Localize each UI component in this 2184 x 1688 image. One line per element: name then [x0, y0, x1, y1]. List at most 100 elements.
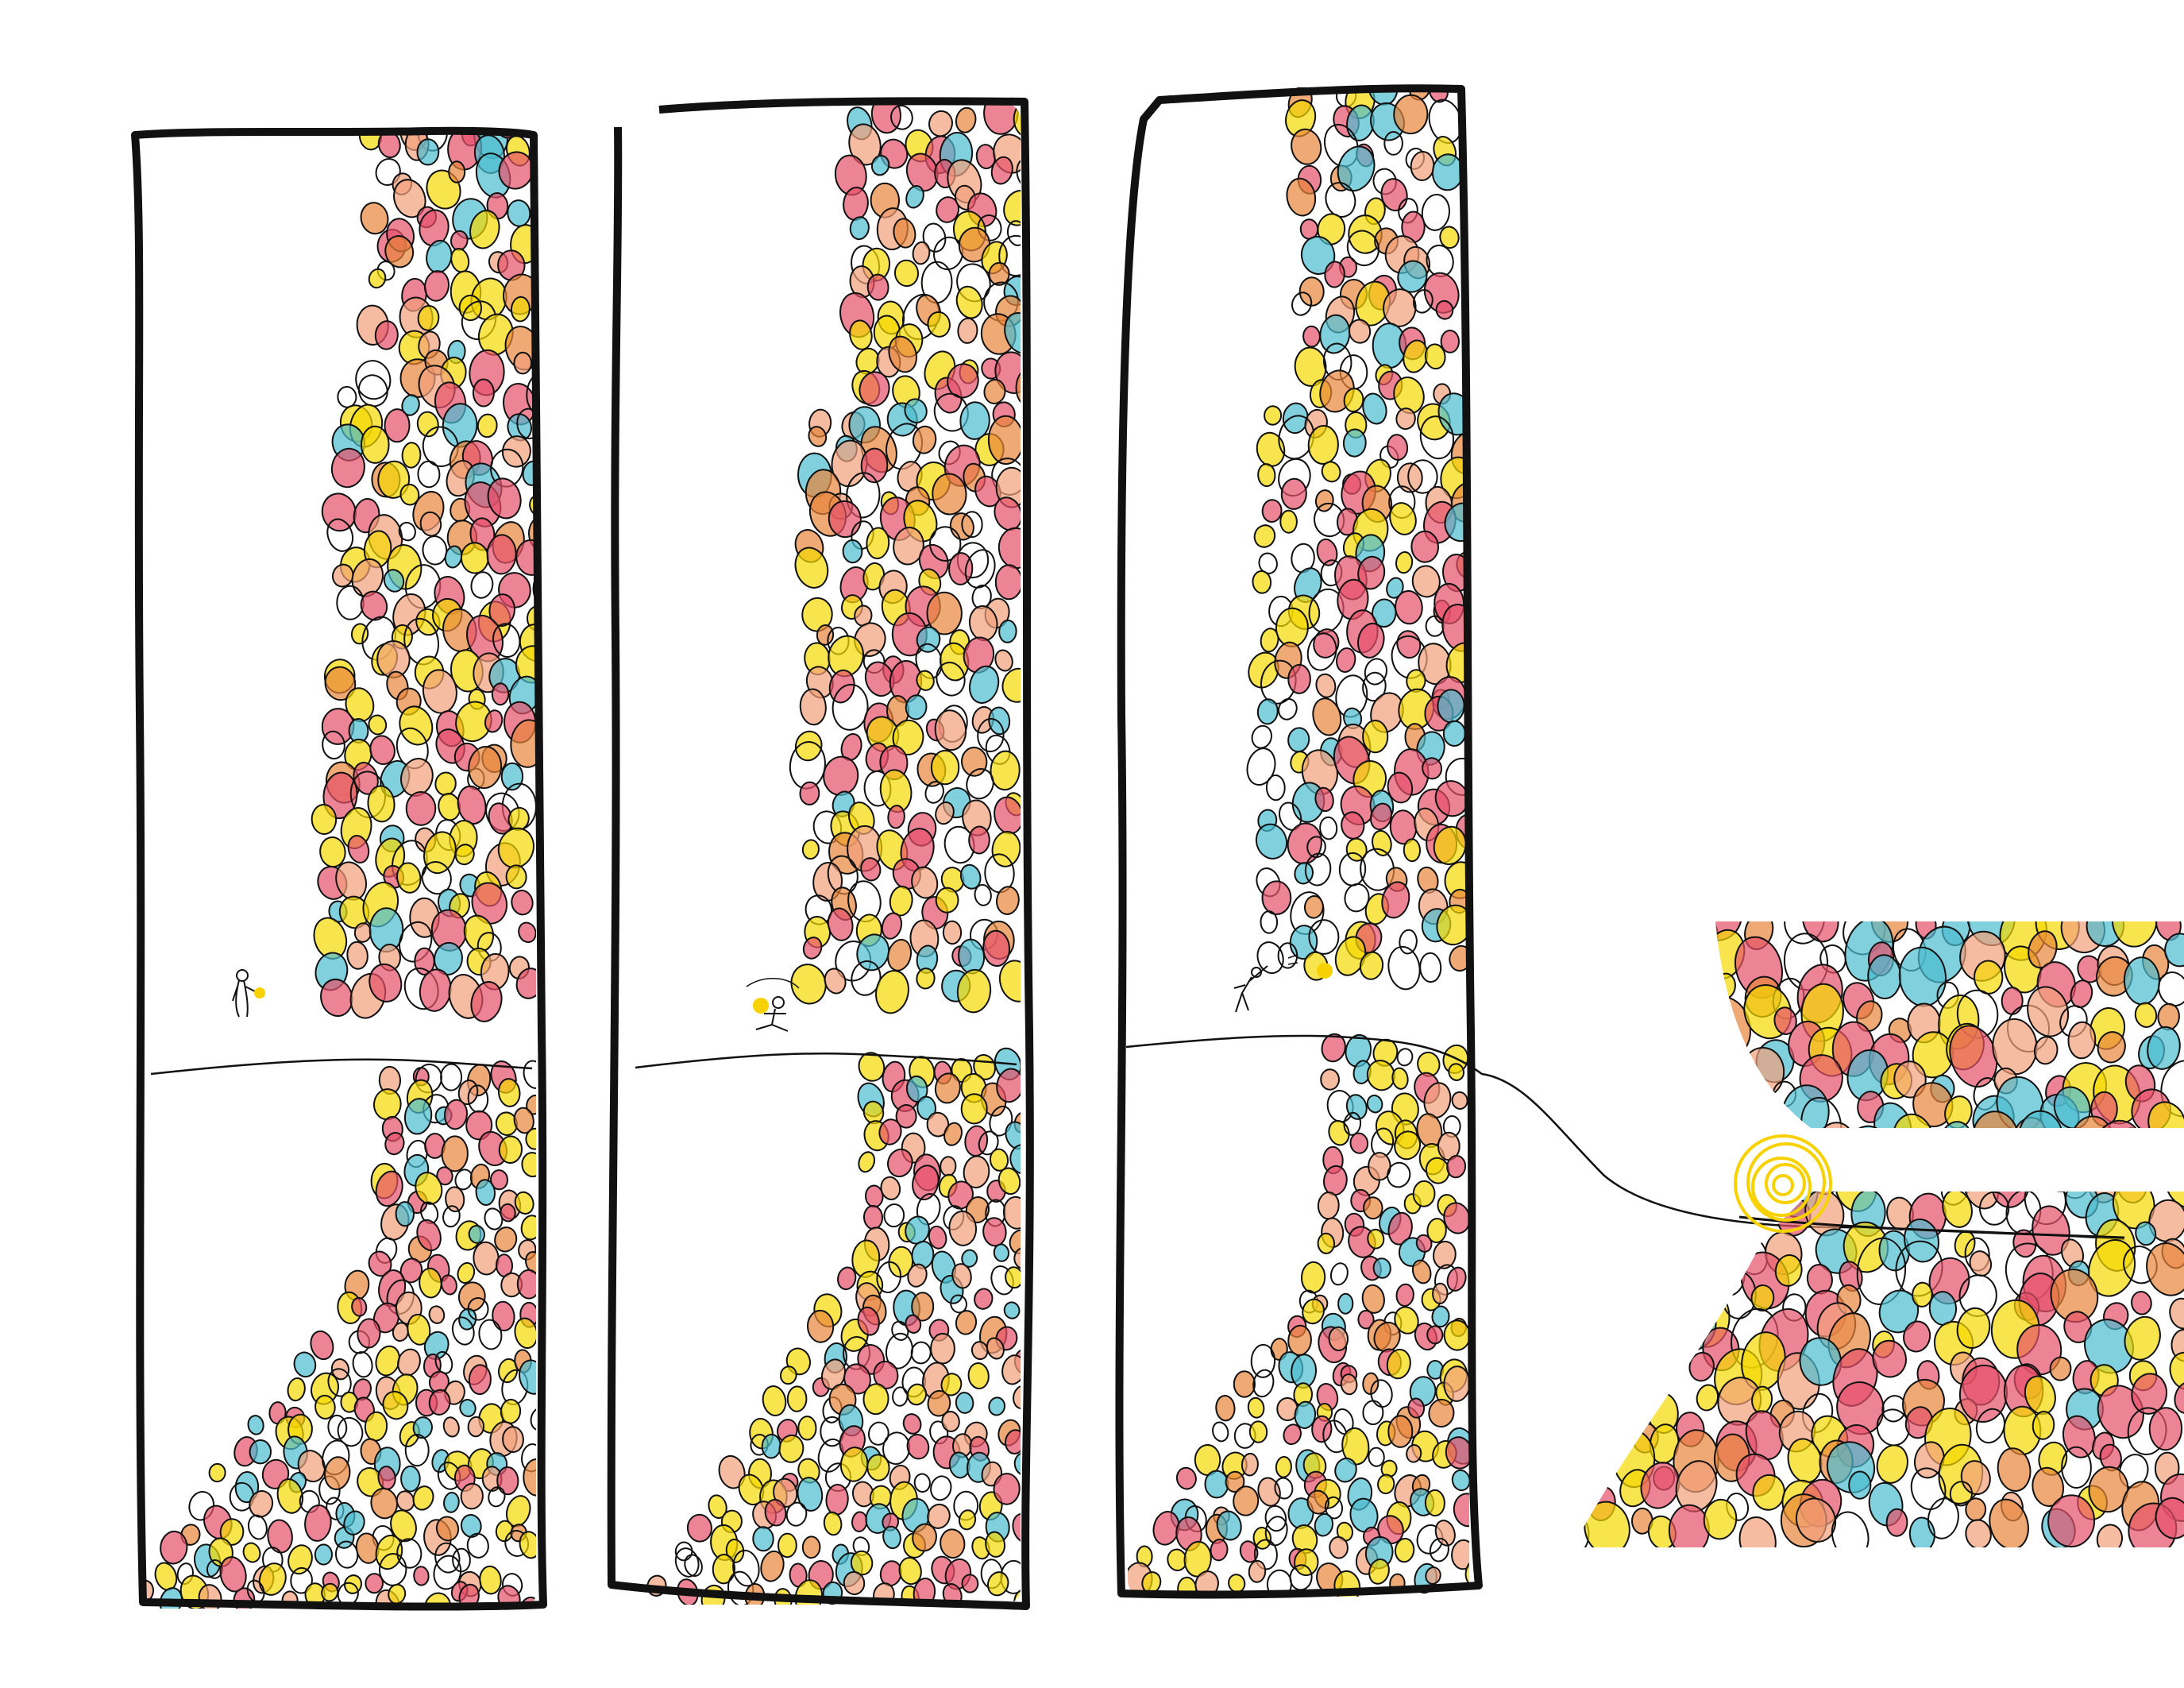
- crowd-head: [2157, 1002, 2180, 1031]
- crowd-head: [1688, 1351, 1715, 1382]
- crowd-head: [1572, 964, 1599, 1004]
- crowd-head: [2049, 1356, 2072, 1381]
- panel-3-frame: [1115, 84, 1483, 1599]
- crowd-head: [1572, 1226, 1602, 1274]
- crowd-head: [2158, 971, 2184, 1007]
- crowd-head: [801, 839, 820, 860]
- crowd-head: [382, 1390, 409, 1420]
- crowd-head: [1372, 829, 1392, 856]
- crowd-head: [1357, 1309, 1375, 1330]
- crowd-head: [1576, 1221, 1612, 1265]
- crowd-head: [1016, 156, 1021, 191]
- crowd-head: [1707, 1044, 1732, 1074]
- crowd-head: [686, 1513, 712, 1543]
- crowd-head: [876, 1261, 902, 1293]
- crowd-head: [247, 1514, 268, 1540]
- crowd-head: [801, 1535, 821, 1559]
- crowd-head: [1885, 1508, 1908, 1537]
- crowd-head: [1294, 1400, 1317, 1429]
- crowd-head: [297, 1450, 326, 1483]
- crowd-head: [1908, 1516, 1935, 1547]
- crowd-head: [452, 1547, 471, 1573]
- crowd-head: [514, 1191, 534, 1215]
- crowd-head: [1394, 1306, 1419, 1335]
- crowd-head: [1696, 1384, 1719, 1412]
- crowd-head: [1603, 1174, 1651, 1234]
- crowd-head: [1644, 1112, 1696, 1176]
- crowd-head: [330, 447, 365, 489]
- crowd-head: [1906, 1154, 1929, 1180]
- crowd-head: [1872, 1339, 1907, 1378]
- crowd-head: [1328, 1326, 1349, 1352]
- crowd-head: [1588, 1385, 1629, 1433]
- crowd-head: [794, 730, 823, 762]
- crowd-head: [1973, 960, 2004, 995]
- crowd-head: [866, 1454, 890, 1481]
- crowd-head: [1692, 1044, 1715, 1068]
- crowd-head: [494, 1226, 518, 1253]
- crowd-head: [405, 791, 437, 826]
- crowd-head: [959, 863, 982, 890]
- crowd-head: [369, 735, 396, 766]
- crowd-head: [1304, 852, 1332, 886]
- crowd-head: [928, 526, 962, 562]
- crowd-head: [957, 317, 978, 344]
- crowd-head: [514, 1317, 536, 1350]
- crowd-head: [1395, 550, 1414, 574]
- crowd-head: [208, 1462, 226, 1483]
- crowd-head: [799, 688, 827, 726]
- crowd-head: [2148, 1407, 2183, 1451]
- crowd-head: [1703, 1498, 1738, 1540]
- crowd-head: [961, 511, 983, 539]
- crowd-head: [955, 1392, 974, 1414]
- crowd-head: [935, 801, 955, 825]
- crowd-head: [1437, 689, 1465, 724]
- crowd-head: [457, 785, 487, 825]
- crowd-head: [888, 335, 918, 373]
- crowd-head: [442, 1416, 460, 1438]
- crowd-head: [1175, 1466, 1197, 1490]
- crowd-head: [1653, 998, 1691, 1044]
- crowd-head: [1325, 182, 1356, 218]
- crowd-head: [1233, 1370, 1256, 1398]
- crowd-head: [1261, 880, 1292, 915]
- crowd-head: [977, 717, 1005, 753]
- crowd-head: [886, 1148, 913, 1178]
- crowd-head: [1252, 570, 1272, 594]
- crowd-head: [1013, 1452, 1021, 1477]
- crowd-head: [1256, 698, 1279, 725]
- crowd-head: [1321, 1033, 1346, 1063]
- crowd-head: [1317, 1232, 1336, 1254]
- crowd-head: [1340, 1373, 1358, 1396]
- crowd-head: [1750, 1284, 1775, 1311]
- crowd-head: [794, 547, 829, 589]
- crowd-head: [904, 398, 928, 423]
- crowd-head: [513, 351, 533, 375]
- crowd-head: [1422, 757, 1443, 780]
- crowd-head: [1426, 1325, 1444, 1345]
- crowd-head: [1260, 628, 1279, 653]
- crowd-head: [1674, 971, 1710, 1018]
- crowd-head: [399, 483, 420, 506]
- crowd-head: [922, 222, 947, 253]
- crowd-head: [867, 1421, 889, 1446]
- crowd-head: [928, 1225, 947, 1250]
- crowd-head: [1004, 312, 1021, 354]
- crowd-head: [857, 1306, 880, 1336]
- crowd-head: [2032, 1411, 2055, 1440]
- crowd-head: [1453, 1493, 1469, 1528]
- crowd-head: [1572, 1079, 1591, 1113]
- crowd-head: [1367, 1228, 1385, 1250]
- crowd-head: [468, 1364, 492, 1396]
- crowd-head: [400, 1465, 421, 1493]
- crowd-head: [892, 1386, 909, 1407]
- crowd-head: [1312, 697, 1342, 736]
- crowd-head: [1255, 823, 1288, 859]
- crowd-head: [378, 1553, 407, 1586]
- crowd-head: [322, 771, 358, 820]
- crowd-head: [434, 771, 457, 796]
- crowd-head: [323, 1456, 351, 1490]
- crowd-head: [1306, 632, 1337, 671]
- crowd-head: [428, 1305, 446, 1324]
- crowd-head: [433, 1555, 462, 1590]
